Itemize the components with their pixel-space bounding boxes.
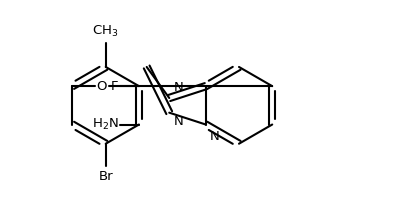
Text: CH$_3$: CH$_3$ — [92, 24, 119, 39]
Text: Br: Br — [98, 170, 113, 183]
Text: H$_2$N: H$_2$N — [92, 117, 119, 132]
Text: N: N — [209, 130, 219, 143]
Text: N: N — [173, 81, 183, 94]
Text: O: O — [96, 80, 107, 93]
Text: F: F — [111, 80, 119, 93]
Text: N: N — [173, 115, 183, 128]
